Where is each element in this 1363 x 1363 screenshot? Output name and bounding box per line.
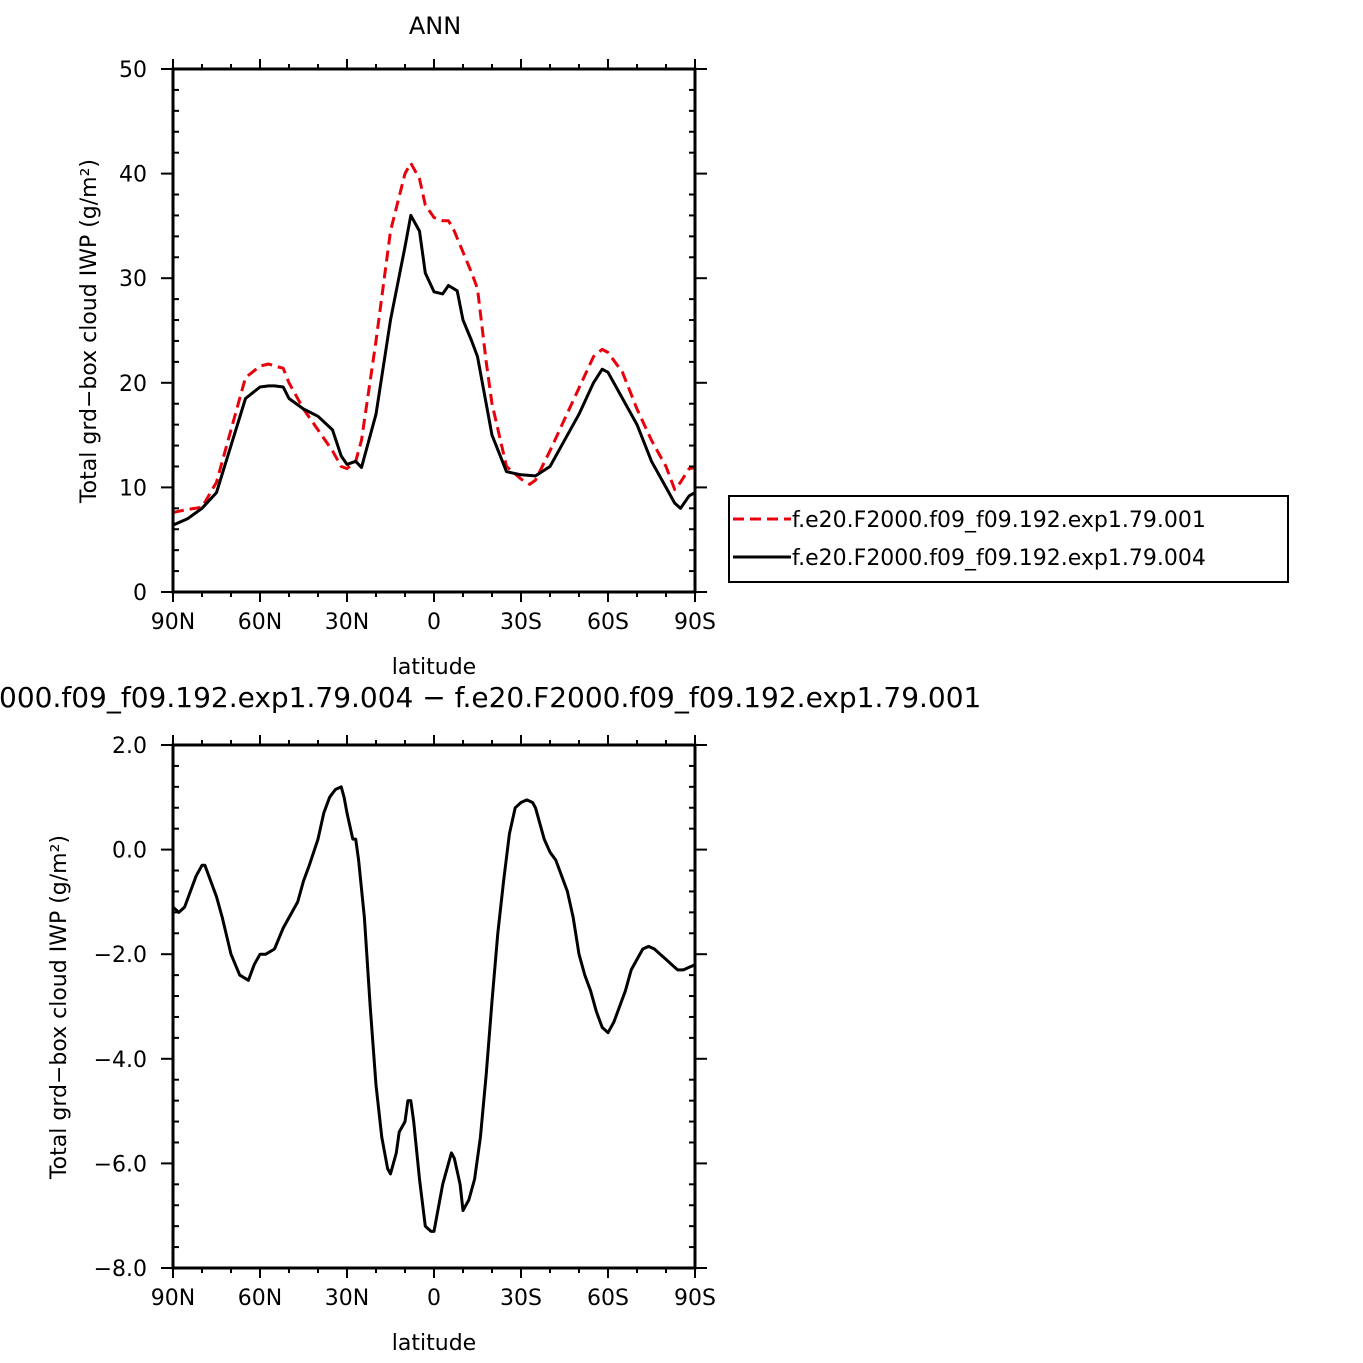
top-x-tick-label: 30N: [325, 610, 369, 635]
bottom-x-tick-label: 90N: [151, 1286, 195, 1311]
bottom-x-tick-label: 60S: [587, 1286, 629, 1311]
bottom-chart-title: f.e20.F2000.f09_f09.192.exp1.79.004 − f.…: [0, 681, 981, 714]
top-y-axis-label: Total grd−box cloud IWP (g/m²): [77, 159, 102, 504]
bottom-y-tick-label: 2.0: [112, 734, 147, 759]
top-x-tick-label: 30S: [500, 610, 542, 635]
legend: f.e20.F2000.f09_f09.192.exp1.79.001 f.e2…: [728, 495, 1289, 583]
top-chart-title: ANN: [409, 12, 461, 40]
bottom-series-line-1: [171, 785, 696, 1233]
top-x-tick-label: 90N: [151, 610, 195, 635]
top-series-line-1: [172, 161, 696, 514]
top-plot-frame: [171, 67, 697, 594]
top-x-tick-label: 90S: [674, 610, 716, 635]
bottom-y-tick-label: −2.0: [94, 943, 147, 968]
bottom-x-tick-label: 90S: [674, 1286, 716, 1311]
top-y-tick-label: 40: [119, 163, 147, 188]
top-x-tick-label: 60N: [238, 610, 282, 635]
top-plot-area: 90N 60N 30N 0 30S 60S 90S 0 10 20 30 40 50: [119, 58, 716, 635]
bottom-y-tick-label: −6.0: [94, 1152, 147, 1177]
bottom-y-tick-label: −4.0: [94, 1048, 147, 1073]
bottom-x-tick-label: 60N: [238, 1286, 282, 1311]
top-y-tick-label: 0: [133, 581, 147, 606]
top-y-tick-label: 50: [119, 58, 147, 83]
legend-box: [728, 495, 1289, 583]
top-y-tick-label: 20: [119, 372, 147, 397]
top-y-tick-label: 10: [119, 476, 147, 501]
bottom-x-axis-label: latitude: [392, 1331, 476, 1356]
legend-label-series-1: f.e20.F2000.f09_f09.192.exp1.79.001: [792, 508, 1206, 533]
top-x-tick-label: 60S: [587, 610, 629, 635]
bottom-y-axis-label: Total grd−box cloud IWP (g/m²): [47, 835, 72, 1180]
bottom-y-tick-label: −8.0: [94, 1257, 147, 1282]
top-x-tick-label: 0: [427, 610, 441, 635]
top-panel: ANN 90N 60N 30N 0 30S 60S 90S 0 10 20 30 40 50 latit…: [77, 12, 1289, 680]
bottom-x-tick-label: 0: [427, 1286, 441, 1311]
bottom-y-tick-label: 0.0: [112, 839, 147, 864]
legend-label-series-2: f.e20.F2000.f09_f09.192.exp1.79.004: [792, 546, 1206, 571]
bottom-plot-frame: [171, 743, 697, 1270]
bottom-x-tick-label: 30N: [325, 1286, 369, 1311]
bottom-plot-area: 90N 60N 30N 0 30S 60S 90S −8.0 −6.0 −4.0 −2.0 0.0 2.…: [94, 734, 716, 1311]
top-y-tick-label: 30: [119, 267, 147, 292]
top-series-line-2: [172, 213, 696, 527]
bottom-x-tick-label: 30S: [500, 1286, 542, 1311]
top-x-axis-label: latitude: [392, 655, 476, 680]
bottom-panel: f.e20.F2000.f09_f09.192.exp1.79.004 − f.…: [0, 681, 981, 1356]
